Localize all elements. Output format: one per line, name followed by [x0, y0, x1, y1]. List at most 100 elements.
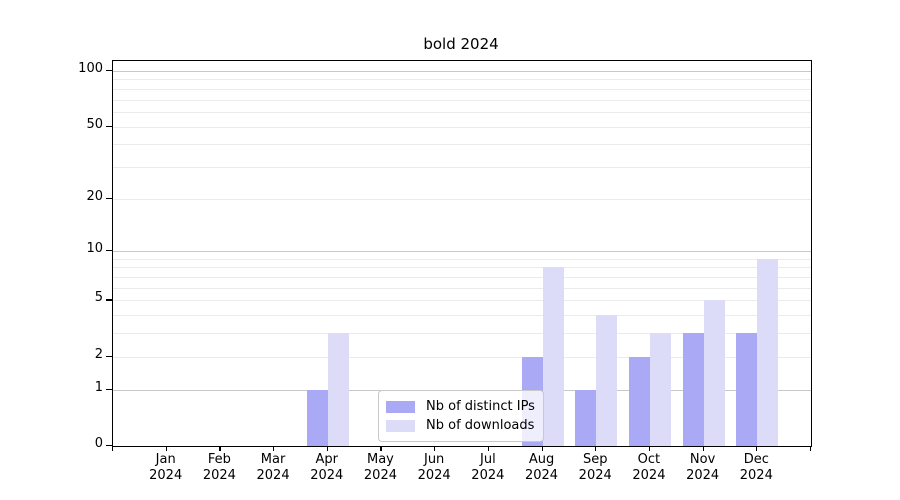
x-axis-tick-label: Mar 2024	[241, 452, 305, 484]
x-label-month: Nov	[689, 452, 716, 467]
x-axis-tick-label: Jul 2024	[456, 452, 520, 484]
y-axis-tick	[106, 388, 112, 390]
y-axis-tick-label: 100	[78, 61, 103, 76]
x-axis-tick-label: Jun 2024	[402, 452, 466, 484]
x-label-year: 2024	[417, 468, 451, 483]
gridline-minor	[113, 277, 811, 279]
x-axis-tick	[595, 446, 597, 451]
x-label-month: Apr	[315, 452, 339, 467]
x-axis-tick-label: Apr 2024	[295, 452, 359, 484]
gridline-minor	[113, 111, 811, 113]
x-label-year: 2024	[524, 468, 559, 483]
y-axis-tick	[106, 125, 112, 127]
x-label-month: Jan	[155, 452, 176, 467]
x-axis-tick-label: Oct 2024	[617, 452, 681, 484]
gridline-major	[113, 251, 811, 253]
x-label-month: Feb	[207, 452, 231, 467]
legend-label-downloads: Nb of downloads	[426, 418, 535, 433]
bar-downloads-oct	[649, 333, 671, 446]
gridline-minor	[113, 126, 811, 128]
x-label-month: Jul	[480, 452, 496, 467]
y-axis-tick	[106, 299, 112, 301]
x-label-year: 2024	[632, 468, 666, 483]
gridline-minor	[113, 88, 811, 90]
y-axis-tick-label: 2	[94, 346, 103, 362]
y-axis-tick	[106, 70, 112, 72]
x-label-month: Oct	[637, 452, 661, 467]
gridline-minor	[113, 198, 811, 200]
x-axis-tick	[756, 446, 758, 451]
x-axis-tick	[326, 446, 328, 451]
x-axis-tick	[810, 446, 812, 451]
gridline-minor	[113, 287, 811, 289]
legend-item-downloads: Nb of downloads	[386, 416, 543, 435]
x-label-year: 2024	[363, 468, 397, 483]
x-axis-tick-label: Dec 2024	[724, 452, 788, 484]
x-label-month: Jun	[423, 452, 445, 467]
y-axis-tick	[106, 355, 112, 357]
x-axis-tick	[219, 446, 221, 451]
x-label-month: Mar	[260, 452, 286, 467]
x-axis-tick	[165, 446, 167, 451]
bar-distinct-ips-dec	[736, 333, 758, 446]
x-label-year: 2024	[310, 468, 344, 483]
legend-label-distinct-ips: Nb of distinct IPs	[426, 399, 535, 414]
gridline-minor	[113, 315, 811, 317]
legend: Nb of distinct IPs Nb of downloads	[378, 390, 544, 442]
y-axis-tick-label: 5	[94, 290, 103, 306]
x-axis-tick-label: May 2024	[348, 452, 412, 484]
x-label-year: 2024	[149, 468, 183, 483]
gridline-minor	[113, 79, 811, 81]
y-axis-tick-label: 20	[86, 188, 103, 204]
y-axis-tick	[106, 250, 112, 252]
x-axis-tick-label: Feb 2024	[187, 452, 251, 484]
x-axis-tick-label: Sep 2024	[563, 452, 627, 484]
bar-downloads-apr	[327, 333, 349, 446]
x-label-year: 2024	[202, 468, 236, 483]
legend-swatch-downloads	[386, 419, 415, 432]
y-axis-tick-label: 0	[94, 436, 103, 451]
x-label-year: 2024	[686, 468, 720, 483]
bar-downloads-aug	[542, 267, 564, 446]
x-axis-tick	[273, 446, 275, 451]
x-axis-tick	[434, 446, 436, 451]
x-label-year: 2024	[256, 468, 290, 483]
x-label-month: Dec	[743, 452, 769, 467]
y-axis-tick-label: 50	[86, 116, 103, 132]
gridline-minor	[113, 166, 811, 168]
bar-distinct-ips-apr	[306, 389, 328, 446]
gridline-minor	[113, 144, 811, 146]
legend-item-distinct-ips: Nb of distinct IPs	[386, 397, 543, 416]
gridline-minor	[113, 258, 811, 260]
gridline-minor	[113, 267, 811, 269]
x-label-year: 2024	[578, 468, 612, 483]
x-axis-tick-label: Jan 2024	[134, 452, 198, 484]
y-axis-tick	[106, 445, 112, 447]
legend-swatch-distinct-ips	[386, 400, 415, 413]
plot-area	[112, 60, 812, 447]
x-label-year: 2024	[471, 468, 505, 483]
x-axis-tick	[487, 446, 490, 451]
bar-downloads-nov	[703, 300, 725, 446]
gridline-minor	[113, 333, 811, 335]
gridline-major	[113, 71, 811, 72]
x-axis-tick	[380, 446, 382, 451]
gridline-minor	[113, 99, 811, 101]
y-axis-tick-label: 1	[94, 379, 103, 395]
x-label-month: Sep	[582, 452, 608, 467]
x-label-month: Aug	[528, 452, 555, 467]
x-label-month: May	[367, 452, 394, 467]
gridline-minor	[113, 300, 811, 302]
x-label-year: 2024	[739, 468, 773, 483]
bar-distinct-ips-sep	[575, 389, 597, 446]
x-axis-tick	[541, 446, 543, 451]
bar-distinct-ips-oct	[628, 356, 650, 446]
x-axis-tick	[648, 446, 651, 451]
x-axis-tick	[112, 446, 114, 451]
chart-title: bold 2024	[423, 35, 499, 53]
x-axis-tick	[702, 446, 704, 451]
y-axis-tick-label: 10	[86, 241, 103, 257]
gridline-minor	[113, 356, 811, 358]
x-axis-tick-label: Aug 2024	[510, 452, 574, 484]
